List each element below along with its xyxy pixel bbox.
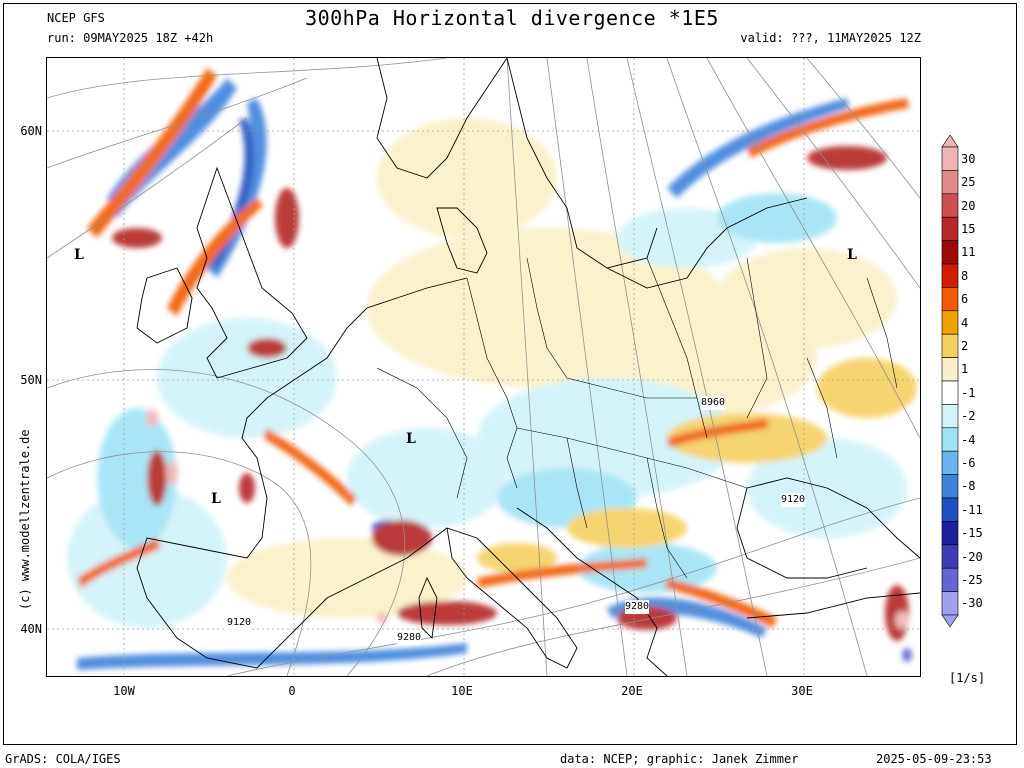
- lon-label-10w: 10W: [113, 684, 135, 698]
- low-marker: L: [847, 247, 857, 263]
- plot-frame: [3, 3, 1017, 745]
- coastlines: [136, 58, 920, 676]
- footer-software: GrADS: COLA/IGES: [5, 752, 121, 766]
- colorbar-swatch: [941, 146, 959, 171]
- colorbar-swatch: [941, 450, 959, 475]
- colorbar-swatch: [941, 193, 959, 218]
- country-borders: [376, 257, 898, 579]
- colorbar-cap-bottom: [941, 614, 959, 628]
- lon-label-10e: 10E: [451, 684, 473, 698]
- colorbar-swatch: [941, 240, 959, 265]
- divergence-map: L L L L 8960 9120 9120 9280 9280: [46, 57, 921, 677]
- lat-label-50n: 50N: [20, 373, 42, 387]
- lon-label-20e: 20E: [621, 684, 643, 698]
- colorbar-tick-label: -15: [961, 526, 983, 541]
- colorbar-swatch: [941, 427, 959, 452]
- contour-label: 9120: [781, 493, 806, 507]
- colorbar-tick-label: -11: [961, 502, 983, 517]
- colorbar-swatch: [941, 263, 959, 288]
- colorbar-unit: [1/s]: [949, 671, 986, 685]
- lon-label-30e: 30E: [791, 684, 813, 698]
- colorbar-swatch: [941, 357, 959, 382]
- colorbar-tick-label: -8: [961, 479, 976, 494]
- colorbar-swatch: [941, 287, 959, 312]
- colorbar-tick-label: 6: [961, 292, 969, 307]
- colorbar-tick-label: -30: [961, 596, 983, 611]
- lat-label-60n: 60N: [20, 124, 42, 138]
- low-marker: L: [211, 491, 221, 507]
- footer-timestamp: 2025-05-09-23:53: [876, 752, 992, 766]
- colorbar-swatch: [941, 567, 959, 592]
- colorbar-swatch: [941, 333, 959, 358]
- map-title: 300hPa Horizontal divergence *1E5: [305, 6, 719, 30]
- colorbar-tick-label: 15: [961, 221, 976, 236]
- colorbar-swatch: [941, 404, 959, 429]
- colorbar-tick-label: 4: [961, 315, 969, 330]
- colorbar-swatch: [941, 310, 959, 335]
- colorbar-tick-label: -1: [961, 385, 976, 400]
- model-source: NCEP GFS: [47, 11, 105, 25]
- run-info: run: 09MAY2025 18Z +42h: [47, 31, 214, 45]
- colorbar-tick-label: 2: [961, 338, 969, 353]
- colorbar-tick-label: -20: [961, 549, 983, 564]
- lon-label-0: 0: [288, 684, 296, 698]
- colorbar-swatch: [941, 216, 959, 241]
- colorbar-tick-label: 11: [961, 245, 976, 260]
- contour-label: 9280: [625, 600, 650, 614]
- low-marker: L: [74, 247, 84, 263]
- colorbar-swatch: [941, 591, 959, 616]
- colorbar-swatch: [941, 544, 959, 569]
- colorbar-swatch: [941, 497, 959, 522]
- contour-label: 9120: [227, 616, 252, 630]
- colorbar-tick-label: 25: [961, 175, 976, 190]
- colorbar-tick-label: -25: [961, 572, 983, 587]
- colorbar-tick-label: -6: [961, 455, 976, 470]
- colorbar-cap-top: [941, 135, 959, 148]
- colorbar-swatch: [941, 380, 959, 405]
- colorbar-tick-label: 30: [961, 151, 976, 166]
- low-marker: L: [406, 431, 416, 447]
- colorbar-tick-label: -4: [961, 432, 976, 447]
- contour-label: 9280: [397, 631, 422, 645]
- valid-time: valid: ???, 11MAY2025 12Z: [740, 31, 921, 45]
- colorbar-swatch: [941, 170, 959, 195]
- colorbar-tick-label: 8: [961, 268, 969, 283]
- divergence-field: [67, 68, 917, 670]
- geopotential-contours: [47, 58, 920, 676]
- colorbar-tick-label: 20: [961, 198, 976, 213]
- graticule: [47, 58, 920, 676]
- colorbar: [941, 135, 959, 628]
- colorbar-swatch: [941, 521, 959, 546]
- colorbar-swatch: [941, 474, 959, 499]
- footer-credit: data: NCEP; graphic: Janek Zimmer: [560, 752, 799, 766]
- colorbar-tick-label: -2: [961, 409, 976, 424]
- colorbar-tick-label: 1: [961, 362, 969, 377]
- contour-label: 8960: [701, 396, 726, 410]
- lat-label-40n: 40N: [20, 622, 42, 636]
